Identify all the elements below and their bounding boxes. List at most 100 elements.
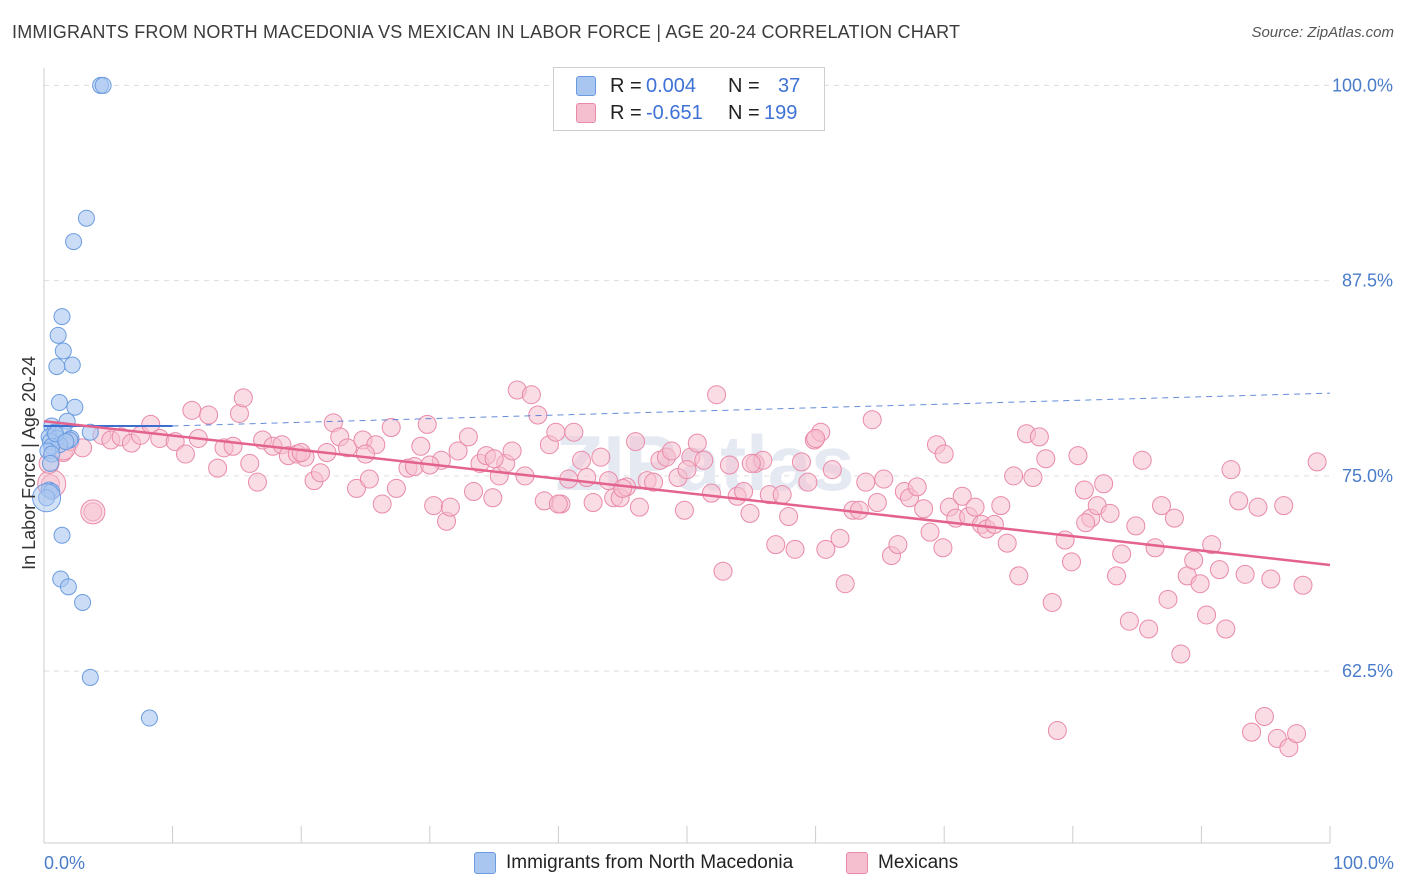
legend-label-north-macedonia: Immigrants from North Macedonia	[506, 852, 794, 873]
data-point-mexicans	[713, 561, 733, 581]
data-point-mexicans	[1042, 592, 1062, 612]
data-point-mexicans	[997, 533, 1017, 553]
legend-item-mexicans: Mexicans	[846, 852, 958, 874]
data-point-mexicans	[914, 499, 934, 519]
data-point-mexicans	[1076, 513, 1096, 533]
data-point-mexicans	[424, 496, 444, 516]
data-point-mexicans	[1107, 566, 1127, 586]
trend-lines	[43, 392, 1331, 567]
data-point-mexicans	[1004, 466, 1024, 486]
data-point-mexicans	[888, 535, 908, 555]
data-point-mexicans	[701, 483, 721, 503]
r-value: 0.004	[646, 74, 697, 97]
data-point-mexicans	[694, 450, 714, 470]
data-point-mexicans	[483, 488, 503, 508]
data-point-mexicans	[867, 492, 887, 512]
data-point-mexicans	[920, 522, 940, 542]
data-point-mexicans	[1152, 496, 1172, 516]
data-point-mexicans	[223, 436, 243, 456]
data-point-mexicans	[626, 432, 646, 452]
data-point-mexicans	[907, 477, 927, 497]
series-legend: Immigrants from North Macedonia Mexicans	[0, 852, 1406, 878]
data-point-mexicans	[835, 574, 855, 594]
data-point-mexicans	[862, 410, 882, 430]
data-point-mexicans	[1094, 474, 1114, 494]
data-point-mexicans	[564, 422, 584, 442]
data-point-north-macedonia	[77, 209, 95, 227]
y-axis-label: In Labor Force | Age 20-24	[19, 356, 39, 570]
data-point-mexicans	[1139, 619, 1159, 639]
blue-swatch	[474, 852, 496, 874]
r-label: R =	[610, 74, 642, 97]
data-point-mexicans	[1209, 560, 1229, 580]
data-point-mexicans	[411, 436, 431, 456]
data-point-mexicans	[965, 497, 985, 517]
data-point-mexicans	[372, 494, 392, 514]
data-point-mexicans	[933, 538, 953, 558]
data-point-mexicans	[417, 414, 437, 434]
data-point-mexicans	[521, 385, 541, 405]
data-point-mexicans	[991, 496, 1011, 516]
data-point-mexicans	[458, 427, 478, 447]
data-point-mexicans	[1126, 516, 1146, 536]
data-point-north-macedonia	[54, 342, 72, 360]
data-point-mexicans	[772, 485, 792, 505]
data-point-mexicans	[613, 478, 633, 498]
data-point-north-macedonia	[74, 593, 92, 611]
data-point-mexicans	[740, 503, 760, 523]
data-point-mexicans	[240, 453, 260, 473]
data-point-mexicans	[629, 497, 649, 517]
data-point-mexicans	[1164, 508, 1184, 528]
data-point-mexicans	[1221, 460, 1241, 480]
r-label: R =	[610, 101, 642, 124]
data-point-mexicans	[1145, 538, 1165, 558]
data-point-mexicans	[1235, 564, 1255, 584]
data-point-mexicans	[766, 535, 786, 555]
data-point-mexicans	[1197, 605, 1217, 625]
data-point-north-macedonia	[50, 394, 68, 412]
data-point-mexicans	[1242, 722, 1262, 742]
n-value: 199	[764, 101, 798, 124]
pink-swatch	[846, 852, 868, 874]
data-point-mexicans	[337, 438, 357, 458]
data-point-mexicans	[719, 455, 739, 475]
data-point-mexicans	[874, 469, 894, 489]
data-point-north-macedonia	[32, 483, 62, 513]
data-point-mexicans	[528, 405, 548, 425]
data-point-mexicans	[1119, 611, 1139, 631]
data-point-mexicans	[856, 472, 876, 492]
data-point-mexicans	[502, 441, 522, 461]
source-label: Source: ZipAtlas.com	[1251, 24, 1394, 41]
data-point-mexicans	[440, 497, 460, 517]
data-point-north-macedonia	[81, 668, 99, 686]
n-label: N =	[728, 74, 760, 97]
data-point-mexicans	[386, 478, 406, 498]
blue-swatch	[576, 76, 596, 96]
data-point-mexicans	[934, 444, 954, 464]
stats-legend: R = 0.004 N = 37 R = -0.651 N = 199	[553, 67, 825, 131]
y-tick-labels: 62.5% 75.0% 87.5% 100.0%	[1332, 75, 1393, 681]
y-tick-label: 62.5%	[1342, 661, 1393, 681]
data-point-mexicans	[1184, 550, 1204, 570]
data-point-mexicans	[849, 500, 869, 520]
data-point-mexicans	[1158, 589, 1178, 609]
data-point-mexicans	[1190, 574, 1210, 594]
data-point-mexicans	[150, 428, 170, 448]
data-point-mexicans	[229, 403, 249, 423]
stats-row-mexicans: R = -0.651 N = 199	[576, 100, 797, 126]
data-point-mexicans	[1036, 449, 1056, 469]
data-point-mexicans	[1202, 535, 1222, 555]
data-point-mexicans	[291, 443, 311, 462]
data-point-mexicans	[464, 482, 484, 502]
data-point-mexicans	[1074, 480, 1094, 500]
data-point-north-macedonia	[66, 398, 84, 416]
data-point-mexicans	[572, 450, 592, 470]
data-point-mexicans	[674, 500, 694, 520]
data-point-mexicans	[677, 460, 697, 480]
n-value: 37	[778, 74, 801, 97]
trend-line-mexicans	[43, 420, 1331, 567]
data-point-mexicans	[1307, 452, 1327, 472]
data-point-north-macedonia	[94, 76, 112, 94]
series-mexicans	[37, 380, 1327, 758]
data-point-mexicans	[1112, 544, 1132, 564]
